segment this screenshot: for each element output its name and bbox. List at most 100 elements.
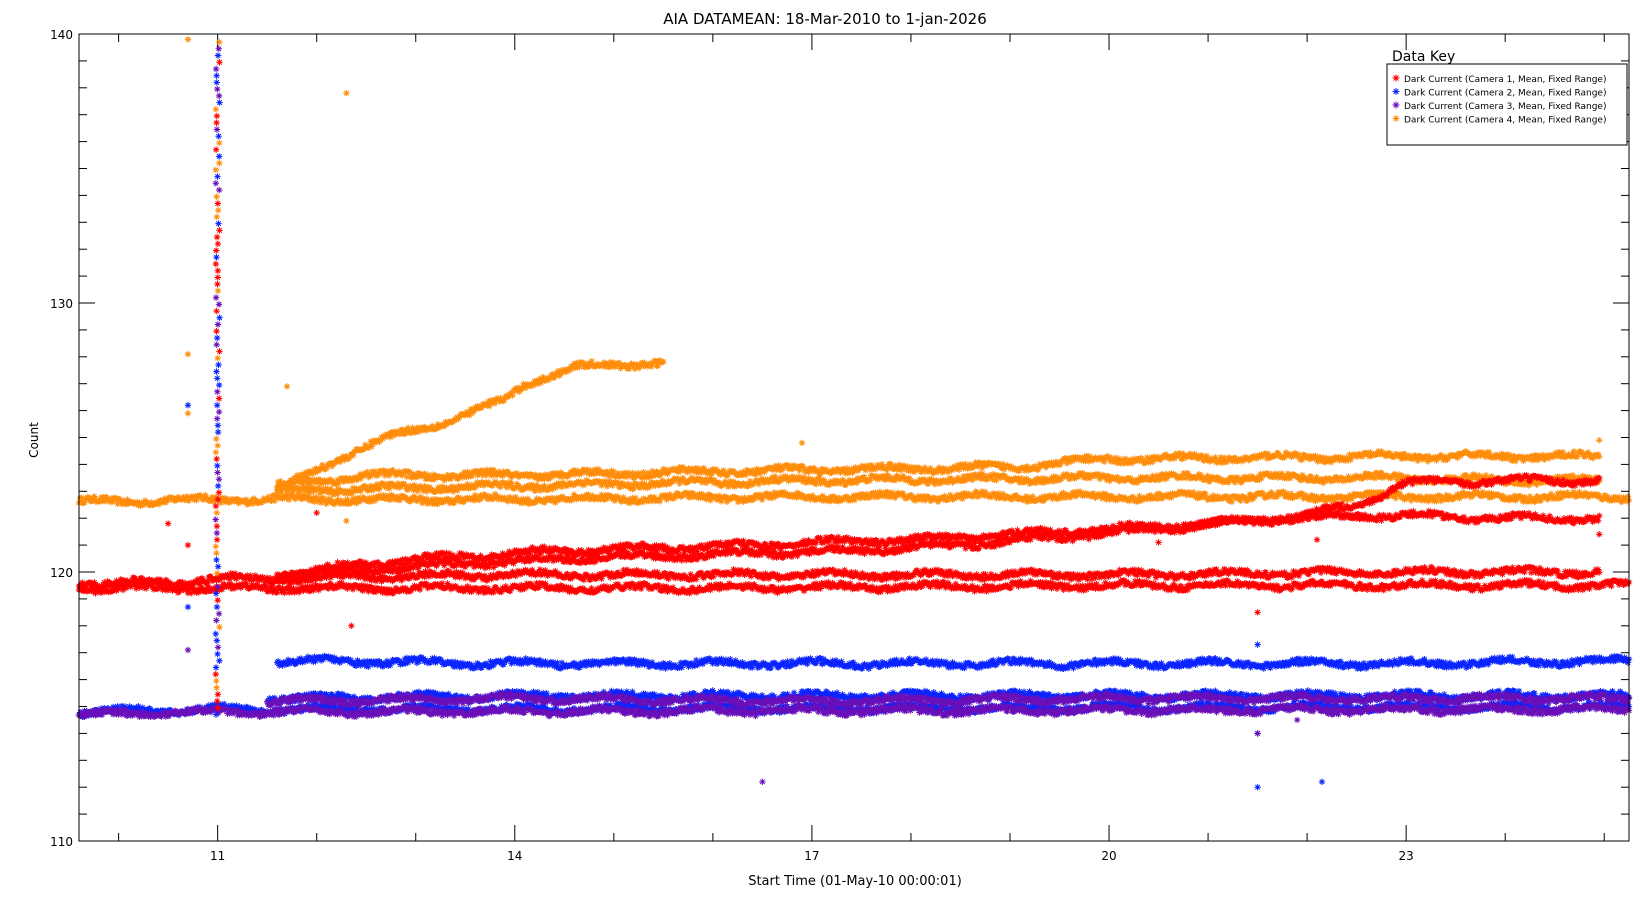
data-point	[439, 484, 447, 491]
data-point	[866, 477, 874, 484]
data-point	[235, 500, 242, 507]
data-point	[1479, 488, 1486, 496]
data-point	[658, 470, 666, 477]
data-point	[559, 493, 567, 500]
data-point	[293, 493, 301, 501]
data-point	[1058, 490, 1065, 497]
data-point	[1537, 497, 1545, 504]
data-point	[305, 476, 313, 483]
data-point	[899, 490, 907, 497]
data-point	[609, 482, 616, 489]
data-point	[948, 475, 955, 482]
data-point	[851, 497, 858, 504]
data-point	[470, 497, 478, 504]
outlier-point	[283, 383, 291, 390]
data-point	[346, 487, 353, 495]
data-point	[622, 473, 629, 481]
data-point	[1315, 494, 1322, 501]
data-point	[1240, 475, 1248, 483]
data-point	[1081, 471, 1088, 478]
data-point	[933, 469, 941, 476]
data-point	[1622, 495, 1629, 503]
data-point	[977, 475, 985, 483]
data-point	[778, 473, 786, 481]
data-point	[1190, 488, 1197, 496]
data-point	[1196, 474, 1204, 482]
data-point	[837, 497, 844, 505]
data-point	[1517, 494, 1525, 501]
data-point	[1363, 474, 1371, 481]
data-point	[301, 477, 308, 484]
data-point	[921, 464, 929, 471]
data-point	[639, 499, 646, 506]
data-point	[355, 476, 362, 483]
data-point	[1039, 474, 1046, 482]
data-point	[411, 481, 418, 489]
data-point	[1216, 475, 1223, 482]
data-point	[1542, 493, 1549, 500]
data-point	[898, 466, 906, 473]
data-point	[966, 461, 974, 468]
data-point	[547, 474, 555, 481]
data-point	[1231, 479, 1239, 486]
data-point	[325, 495, 332, 503]
data-point	[1277, 473, 1284, 480]
data-point	[697, 494, 704, 501]
data-point	[691, 491, 699, 498]
data-point	[987, 473, 995, 481]
x-tick-label: 17	[804, 849, 819, 863]
data-point	[1305, 477, 1313, 484]
data-point	[1321, 478, 1328, 486]
data-point	[873, 464, 880, 471]
data-point	[124, 496, 131, 503]
data-point	[746, 477, 754, 485]
data-point	[1573, 493, 1580, 500]
data-point	[1458, 492, 1465, 500]
data-point	[850, 465, 857, 472]
data-point	[173, 496, 181, 503]
data-point	[610, 468, 617, 475]
data-point	[706, 491, 713, 499]
data-point	[524, 495, 532, 502]
data-point	[331, 501, 338, 508]
data-point	[756, 470, 764, 477]
data-point	[950, 465, 957, 472]
data-point	[1554, 490, 1561, 497]
data-point	[986, 491, 994, 499]
data-point	[507, 494, 514, 502]
data-point	[1225, 479, 1232, 486]
data-point	[777, 477, 785, 484]
chart-title: AIA DATAMEAN: 18-Mar-2010 to 1-jan-2026	[663, 10, 987, 28]
data-point	[928, 476, 935, 483]
data-point	[249, 500, 257, 507]
data-point	[742, 471, 749, 479]
data-point	[889, 493, 897, 500]
data-point	[1076, 488, 1084, 495]
data-point	[626, 495, 634, 503]
data-point	[697, 466, 704, 473]
data-point	[799, 478, 807, 485]
data-point	[1373, 488, 1381, 496]
data-point	[394, 480, 402, 487]
data-point	[1299, 490, 1306, 498]
data-point	[393, 493, 401, 500]
data-point	[675, 469, 682, 476]
data-point	[1403, 495, 1410, 502]
data-point	[1455, 493, 1462, 500]
data-point	[777, 467, 785, 474]
data-point	[179, 496, 186, 503]
data-point	[840, 466, 847, 473]
data-point	[376, 485, 383, 492]
data-point	[741, 494, 748, 501]
data-point	[934, 498, 942, 506]
data-point	[907, 467, 914, 475]
data-point	[1433, 498, 1440, 505]
data-point	[1198, 474, 1206, 481]
data-point	[1090, 489, 1097, 497]
data-point	[305, 486, 313, 493]
data-point	[809, 492, 816, 499]
data-point	[497, 483, 504, 491]
data-point	[845, 476, 853, 484]
data-point	[123, 501, 130, 508]
data-point	[1047, 461, 1054, 468]
